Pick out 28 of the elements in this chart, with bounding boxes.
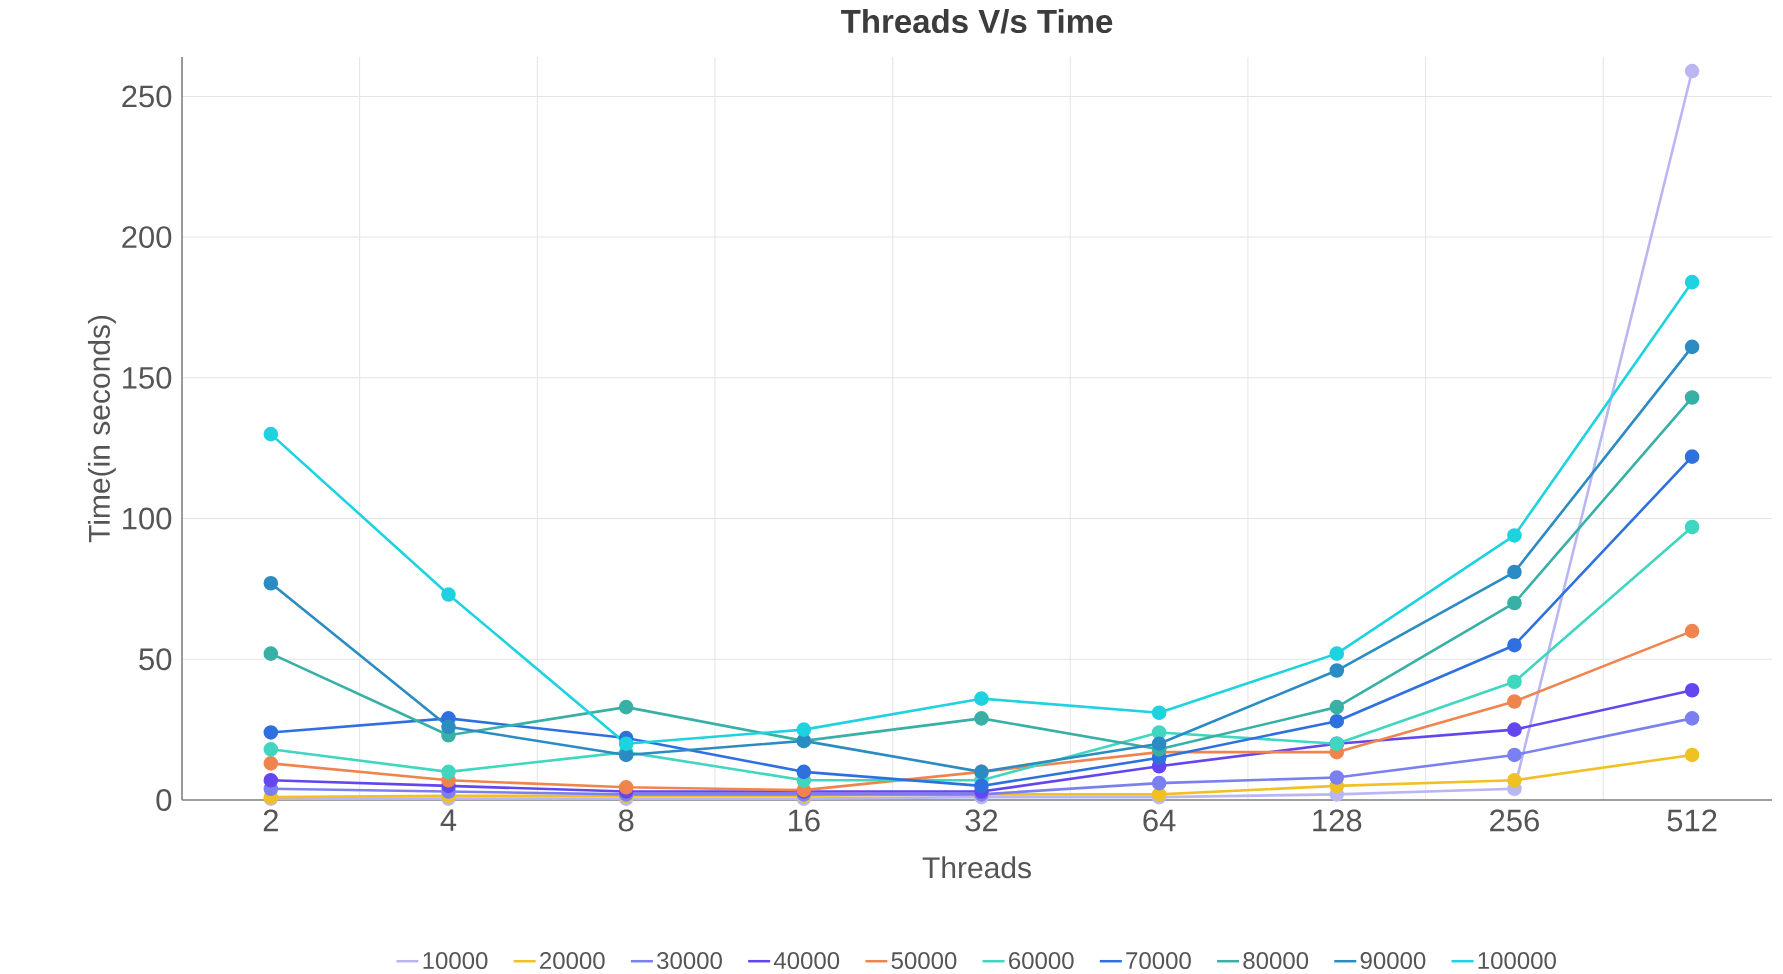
y-tick-label: 50 [139,648,172,671]
legend-label: 90000 [1360,952,1426,970]
legend-label: 10000 [423,952,488,970]
x-tick-label: 4 [440,809,457,831]
x-axis-title: Threads [922,856,1031,879]
x-tick-label: 16 [788,809,820,832]
y-tick-label: 0 [156,789,172,811]
y-tick-label: 150 [123,366,172,389]
x-tick-label: 128 [1313,809,1362,832]
legend-label: 100000 [1478,952,1556,970]
x-tick-label: 2 [263,809,278,832]
legend-label: 20000 [540,952,605,970]
x-tick-label: 8 [618,809,634,832]
legend-label: 40000 [773,952,840,970]
y-tick-label: 200 [122,226,172,249]
x-tick-label: 256 [1490,809,1539,832]
y-tick-label: 250 [122,85,172,108]
chart-title: Threads V/s Time [841,8,1113,34]
x-tick-label: 512 [1667,809,1717,832]
y-tick-label: 100 [123,507,172,530]
x-tick-label: 32 [965,809,998,832]
y-axis-title: Time(in seconds) [87,315,116,543]
legend-label: 60000 [1009,952,1074,970]
legend-label: 30000 [657,952,722,970]
x-tick-label: 64 [1143,809,1176,832]
legend-label: 50000 [891,952,957,970]
legend-label: 70000 [1126,952,1191,970]
legend-label: 80000 [1243,952,1309,970]
